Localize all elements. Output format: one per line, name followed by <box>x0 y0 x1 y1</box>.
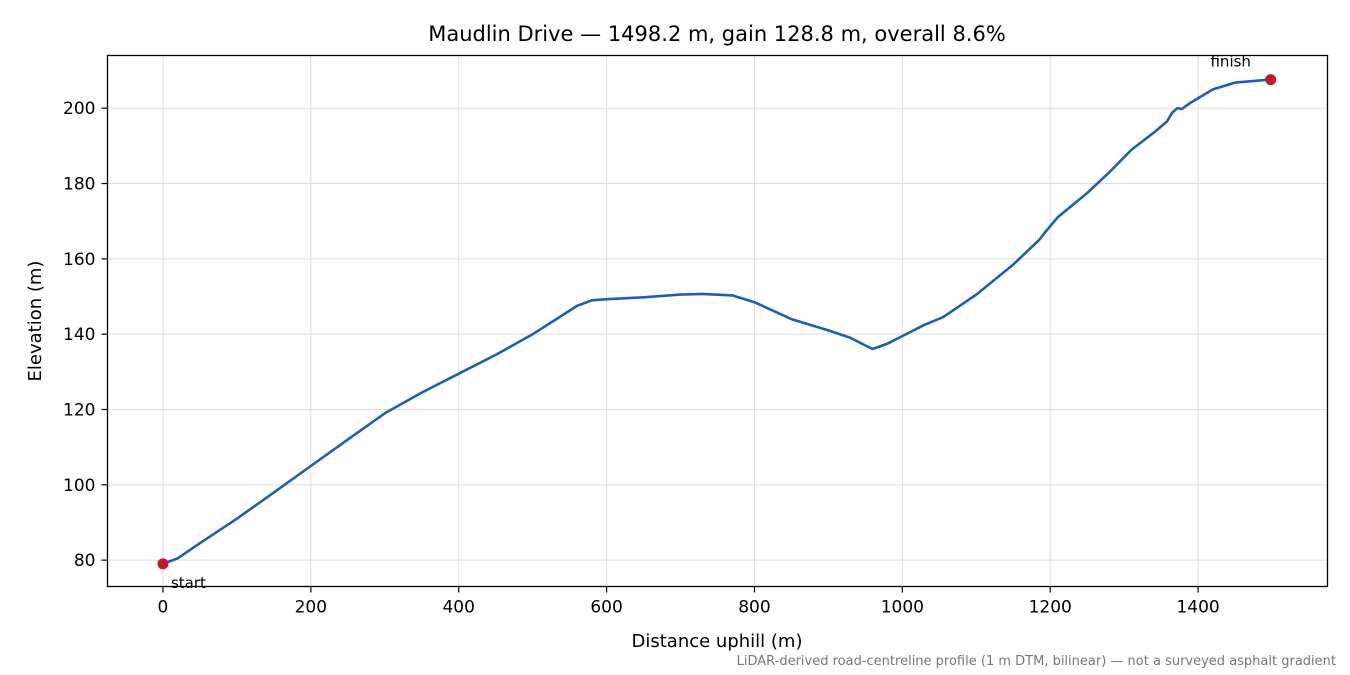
elevation-line <box>162 78 1271 566</box>
x-tick-label: 600 <box>590 598 622 618</box>
x-tick-label: 800 <box>738 598 770 618</box>
x-axis-label: Distance uphill (m) <box>632 631 803 652</box>
y-tick-label: 140 <box>63 325 95 345</box>
x-tick-label: 1200 <box>1029 598 1072 618</box>
grid <box>107 55 1328 587</box>
y-tick-label: 200 <box>63 99 95 119</box>
y-axis-ticks: 80 100 120 140 160 180 200 <box>63 99 108 571</box>
y-tick-label: 120 <box>63 401 95 421</box>
y-tick-label: 180 <box>63 175 95 195</box>
x-axis-ticks: 0 200 400 600 800 1000 1200 1400 <box>158 586 1220 618</box>
start-label: start <box>171 574 206 592</box>
x-tick-label: 200 <box>295 598 327 618</box>
x-tick-label: 400 <box>442 598 474 618</box>
y-axis-label: Elevation (m) <box>25 261 46 382</box>
plot-frame <box>106 54 1329 588</box>
footnote: LiDAR-derived road-centreline profile (1… <box>737 654 1336 669</box>
x-tick-label: 0 <box>158 598 169 618</box>
x-tick-label: 1000 <box>881 598 924 618</box>
chart-title: Maudlin Drive — 1498.2 m, gain 128.8 m, … <box>428 22 1006 46</box>
y-tick-label: 80 <box>74 551 96 571</box>
y-tick-label: 100 <box>63 476 95 496</box>
finish-marker <box>1265 74 1277 86</box>
x-tick-label: 1400 <box>1176 598 1219 618</box>
endpoint-markers: start finish <box>157 53 1277 592</box>
finish-label: finish <box>1210 53 1250 71</box>
start-marker <box>157 558 169 570</box>
y-tick-label: 160 <box>63 250 95 270</box>
